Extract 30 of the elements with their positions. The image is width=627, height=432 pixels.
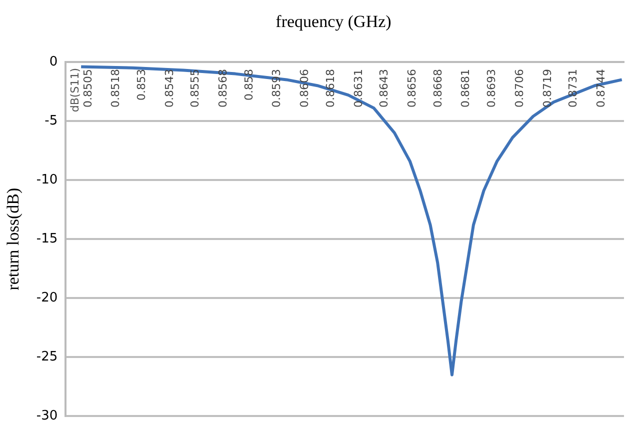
x-tick-label: 0.8719 [540,69,554,108]
x-tick-label: 0.8668 [431,69,444,108]
y-tick-label: -30 [36,408,58,424]
x-tick-label: 0.8631 [352,69,365,108]
x-tick-label: 0.8643 [378,69,391,108]
x-tick-label: 0.8505 [81,69,94,108]
x-tick-label: 0.8543 [162,69,176,108]
x-tick-label: 0.8681 [459,69,472,108]
x-tick-label: 0.8568 [216,69,230,108]
y-tick-label: -10 [36,172,58,188]
y-tick-label: -15 [36,231,58,246]
y-axis-title: return loss(dB) [4,188,23,290]
y-tick-label: -25 [36,350,58,365]
x-tick-label: 0.8606 [298,69,312,108]
x-tick-label: 0.8593 [270,69,284,108]
annotation: dB(S11) [68,68,82,112]
y-tick-label: -5 [44,113,58,128]
x-tick-label: 0.8656 [406,69,419,108]
x-axis-title: frequency (GHz) [274,11,392,33]
x-tick-label: 0.858 [242,69,256,100]
x-tick-label: 0.8706 [512,69,526,108]
y-tick-label: -20 [36,290,58,306]
x-tick-label: 0.8555 [188,69,202,108]
y-tick-label: 0 [49,54,58,70]
x-tick-label: 0.8518 [109,69,122,108]
x-tick-label: 0.8693 [485,69,498,108]
x-tick-label: 0.8731 [566,69,580,108]
x-tick-label: 0.8744 [594,69,608,108]
x-tick-label: 0.8618 [324,69,337,108]
x-tick-label: 0.853 [134,69,148,100]
